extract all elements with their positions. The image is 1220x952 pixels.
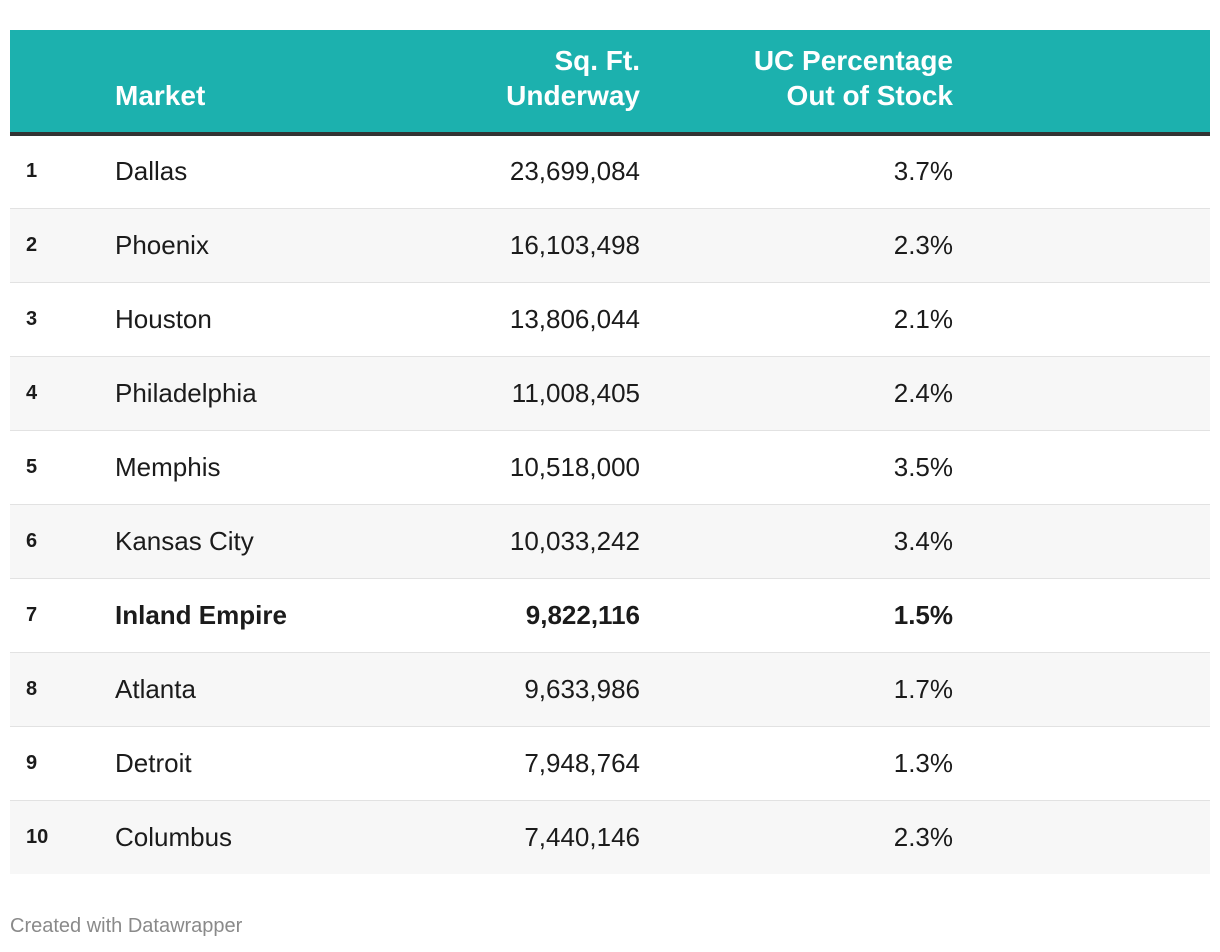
table-body: 1 Dallas 23,699,084 3.7% 2 Phoenix 16,103,498 2… <box>10 134 1210 874</box>
spacer-cell <box>953 578 1210 653</box>
data-table-container: Market Sq. Ft. Underway UC Percentage Ou… <box>10 30 1210 874</box>
sqft-cell: 7,948,764 <box>415 726 640 801</box>
rank-cell: 1 <box>10 134 115 209</box>
header-sqft-underway[interactable]: Sq. Ft. Underway <box>415 30 640 136</box>
sqft-cell: 10,518,000 <box>415 430 640 505</box>
header-uc-percentage[interactable]: UC Percentage Out of Stock <box>640 30 953 136</box>
datawrapper-credit[interactable]: Created with Datawrapper <box>10 915 243 937</box>
table-header: Market Sq. Ft. Underway UC Percentage Ou… <box>10 30 1210 136</box>
sqft-cell: 11,008,405 <box>415 356 640 431</box>
market-cell: Columbus <box>115 821 233 852</box>
header-rank <box>10 30 115 136</box>
table-row: 1 Dallas 23,699,084 3.7% <box>10 134 1210 209</box>
pct-cell: 3.5% <box>640 430 953 505</box>
market-cell: Inland Empire <box>115 578 415 653</box>
market-cell: Dallas <box>115 134 415 209</box>
spacer-cell <box>953 208 1210 283</box>
table-row: 2 Phoenix 16,103,498 2.3% <box>10 208 1210 283</box>
rank-cell: 2 <box>10 208 115 283</box>
pct-cell: 3.7% <box>640 134 953 209</box>
sqft-cell: 16,103,498 <box>415 208 640 283</box>
rank-cell: 10 <box>26 825 49 848</box>
sqft-cell: 7,440,146 <box>524 821 640 852</box>
sqft-cell: 23,699,084 <box>415 134 640 209</box>
pct-cell: 1.3% <box>640 726 953 801</box>
rank-cell: 5 <box>10 430 115 505</box>
market-cell: Houston <box>115 282 415 357</box>
rank-cell: 6 <box>10 504 115 579</box>
table-row: 3 Houston 13,806,044 2.1% <box>10 282 1210 357</box>
market-cell: Atlanta <box>115 652 415 727</box>
sqft-cell: 13,806,044 <box>415 282 640 357</box>
rank-cell: 4 <box>10 356 115 431</box>
pct-cell: 2.4% <box>640 356 953 431</box>
spacer-cell <box>953 430 1210 505</box>
market-cell: Detroit <box>115 726 415 801</box>
header-spacer <box>953 30 1210 136</box>
rank-cell: 9 <box>10 726 115 801</box>
spacer-cell <box>953 726 1210 801</box>
header-pct-line1: UC Percentage <box>753 45 953 76</box>
pct-cell: 1.7% <box>640 652 953 727</box>
spacer-cell <box>953 800 1210 874</box>
table-row: 5 Memphis 10,518,000 3.5% <box>10 430 1210 505</box>
market-cell: Kansas City <box>115 504 415 579</box>
rank-cell: 3 <box>10 282 115 357</box>
spacer-cell <box>953 652 1210 727</box>
pct-cell: 3.4% <box>640 504 953 579</box>
sqft-cell: 9,633,986 <box>415 652 640 727</box>
pct-cell: 2.3% <box>640 208 953 283</box>
table-row: 6 Kansas City 10,033,242 3.4% <box>10 504 1210 579</box>
sqft-cell: 9,822,116 <box>415 578 640 653</box>
table-row: 9 Detroit 7,948,764 1.3% <box>10 726 1210 801</box>
rank-cell: 7 <box>10 578 115 653</box>
table-row: 4 Philadelphia 11,008,405 2.4% <box>10 356 1210 431</box>
table-row: 7 Inland Empire 9,822,116 1.5% <box>10 578 1210 653</box>
market-table: Market Sq. Ft. Underway UC Percentage Ou… <box>10 30 1210 874</box>
header-row: Market Sq. Ft. Underway UC Percentage Ou… <box>10 30 1210 136</box>
spacer-cell <box>953 282 1210 357</box>
sqft-cell: 10,033,242 <box>415 504 640 579</box>
header-pct-line2: Out of Stock <box>786 80 953 111</box>
pct-cell: 2.3% <box>893 821 953 852</box>
market-cell: Memphis <box>115 430 415 505</box>
header-sqft-line2: Underway <box>506 80 640 111</box>
market-cell: Philadelphia <box>115 356 415 431</box>
pct-cell: 1.5% <box>640 578 953 653</box>
table-row: 8 Atlanta 9,633,986 1.7% <box>10 652 1210 727</box>
pct-cell: 2.1% <box>640 282 953 357</box>
spacer-cell <box>953 504 1210 579</box>
header-sqft-line1: Sq. Ft. <box>554 45 640 76</box>
rank-cell: 8 <box>10 652 115 727</box>
spacer-cell <box>953 356 1210 431</box>
table-row: 10 Columbus 7,440,146 2.3% <box>10 800 1210 874</box>
market-cell: Phoenix <box>115 208 415 283</box>
header-market[interactable]: Market <box>115 30 415 136</box>
spacer-cell <box>953 134 1210 209</box>
